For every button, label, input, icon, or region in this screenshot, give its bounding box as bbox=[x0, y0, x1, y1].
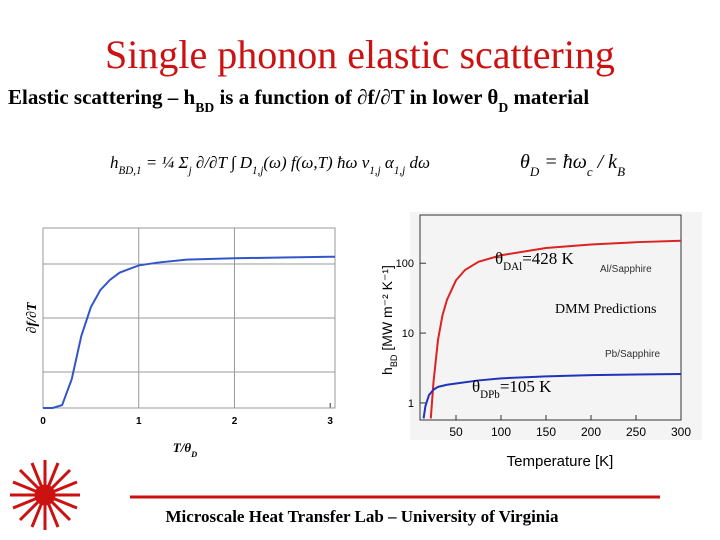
plot-frame bbox=[42, 227, 336, 409]
equation-part: α bbox=[381, 153, 395, 172]
subtitle: Elastic scattering – hBD is a function o… bbox=[8, 85, 589, 115]
y-axis-label: hBD [MW m⁻² K⁻¹] bbox=[379, 265, 399, 375]
x-tick-label: 0 bbox=[40, 416, 46, 427]
equation-part: D bbox=[529, 164, 540, 179]
subtitle-part: Elastic scattering – h bbox=[8, 85, 196, 109]
x-axis-label: Temperature [K] bbox=[507, 453, 614, 470]
y-tick-label: 10 bbox=[402, 328, 414, 340]
y-axis-label-part: h bbox=[379, 367, 395, 375]
line-series bbox=[43, 255, 335, 409]
y-axis-label-part: BD bbox=[389, 354, 399, 367]
equation-part: B bbox=[617, 164, 625, 179]
annotation-part: θ bbox=[472, 377, 480, 396]
right-chart-panel bbox=[410, 212, 702, 440]
annotation-part: =105 K bbox=[500, 377, 552, 396]
subtitle-part: D bbox=[498, 100, 508, 115]
subtitle-part: is a function of ∂f/∂T in lower θ bbox=[214, 85, 498, 109]
equation-part: 1,j bbox=[369, 165, 380, 177]
subtitle-part: material bbox=[508, 85, 589, 109]
x-tick-label: 1 bbox=[136, 416, 142, 427]
x-tick-label: 200 bbox=[581, 425, 601, 439]
equation-part: j bbox=[187, 165, 192, 177]
x-tick-label: 300 bbox=[671, 425, 691, 439]
x-axis-label-part: D bbox=[190, 449, 197, 459]
equation-part: dω bbox=[405, 153, 430, 172]
y-axis-label-part: [MW m⁻² K⁻¹] bbox=[379, 265, 395, 354]
series-label: Al/Sapphire bbox=[600, 264, 652, 275]
equation-part: h bbox=[110, 153, 119, 172]
series-label: Pb/Sapphire bbox=[605, 349, 660, 360]
y-axis-label: ∂f/∂T bbox=[25, 301, 40, 333]
equation-part: = ¼ Σ bbox=[142, 153, 189, 172]
plot-frame bbox=[419, 214, 682, 421]
equation-part: (ω) f(ω,T) ħω v bbox=[263, 153, 369, 172]
annotation: DMM Predictions bbox=[555, 302, 657, 317]
y-tick-label: 100 bbox=[396, 258, 414, 270]
equation-part: 1,j bbox=[394, 165, 405, 177]
annotation-part: θ bbox=[495, 249, 503, 268]
equation-part: 1,j bbox=[252, 165, 263, 177]
footer: Microscale Heat Transfer Lab – Universit… bbox=[165, 507, 559, 526]
x-tick-label: 2 bbox=[232, 416, 238, 427]
x-tick-label: 150 bbox=[536, 425, 556, 439]
annotation-part: =428 K bbox=[522, 249, 574, 268]
equation: θD = ħωc / kB bbox=[520, 151, 625, 179]
annotation-part: DAl bbox=[503, 261, 522, 273]
equation-part: c bbox=[587, 164, 593, 179]
line-series bbox=[429, 239, 682, 419]
equation-part: / k bbox=[593, 151, 619, 173]
equation: hBD,1 = ¼ Σj ∂/∂T ∫ D1,j(ω) f(ω,T) ħω v1… bbox=[110, 153, 430, 177]
logo bbox=[10, 460, 80, 530]
title: Single phonon elastic scattering bbox=[105, 32, 615, 77]
x-tick-label: 250 bbox=[626, 425, 646, 439]
x-tick-label: 3 bbox=[327, 416, 333, 427]
equation-part: BD,1 bbox=[119, 165, 142, 177]
x-axis-label-part: T/θ bbox=[173, 440, 192, 455]
equation-part: = ħω bbox=[539, 151, 587, 173]
x-axis-label-part: Temperature [K] bbox=[507, 453, 614, 470]
annotation: θDAl=428 K bbox=[495, 249, 575, 273]
x-axis-label: T/θD bbox=[173, 440, 197, 459]
annotation: θDPb=105 K bbox=[472, 377, 552, 401]
x-tick-label: 100 bbox=[491, 425, 511, 439]
line-series bbox=[422, 372, 682, 419]
equation-part: θ bbox=[520, 151, 530, 173]
y-axis-label-part: ∂f/∂T bbox=[25, 301, 40, 333]
annotation-part: DMM Predictions bbox=[555, 302, 657, 317]
equation-part: ∂/∂T ∫ D bbox=[192, 153, 253, 173]
x-tick-label: 50 bbox=[449, 425, 463, 439]
y-tick-label: 1 bbox=[408, 398, 414, 410]
subtitle-part: BD bbox=[195, 100, 214, 115]
annotation-part: DPb bbox=[480, 389, 500, 401]
